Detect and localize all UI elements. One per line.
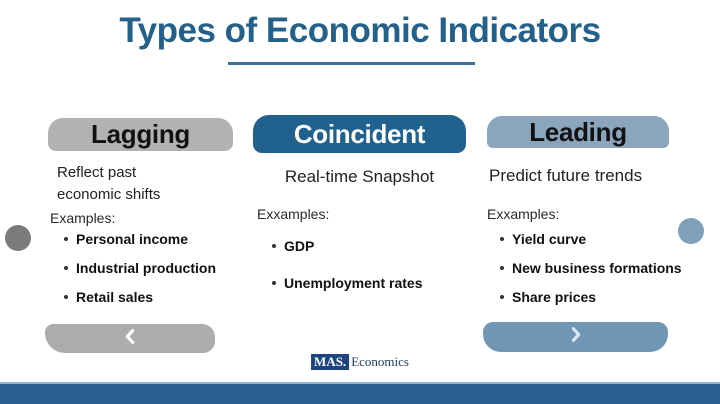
chevron-right-icon xyxy=(567,326,584,348)
gray-circle-decoration xyxy=(5,225,31,251)
blue-circle-decoration xyxy=(678,218,704,244)
page-title: Types of Economic Indicators xyxy=(119,11,601,50)
leading-examples-label: Exxamples: xyxy=(487,206,560,222)
header-lagging-label: Lagging xyxy=(91,119,190,149)
title-underline xyxy=(228,62,475,65)
coincident-examples-list: GDP Unemployment rates xyxy=(272,238,422,312)
header-coincident-label: Coincident xyxy=(293,118,426,149)
list-item: GDP xyxy=(272,238,422,254)
leading-examples-list: Yield curve New business formations Shar… xyxy=(500,231,682,318)
lagging-description: Reflect past economic shifts xyxy=(57,164,161,203)
header-lagging: Lagging xyxy=(48,118,233,151)
logo: MAS. Economics xyxy=(311,354,409,370)
list-item: Retail sales xyxy=(64,289,216,305)
next-button[interactable] xyxy=(483,322,668,352)
chevron-left-icon xyxy=(122,328,139,350)
list-item: Share prices xyxy=(500,289,682,305)
list-item: New business formations xyxy=(500,260,682,276)
list-item: Industrial production xyxy=(64,260,216,276)
footer-bar-decoration xyxy=(0,382,720,404)
logo-mark: MAS. xyxy=(311,354,350,370)
list-item: Unemployment rates xyxy=(272,275,422,291)
coincident-examples-label: Exxamples: xyxy=(257,206,330,222)
header-coincident: Coincident xyxy=(253,115,466,153)
list-item: Yield curve xyxy=(500,231,682,247)
coincident-description: Real-time Snapshot xyxy=(284,167,435,186)
header-leading-label: Leading xyxy=(529,116,627,147)
leading-description: Predict future trends xyxy=(489,166,643,185)
logo-name: Economics xyxy=(351,354,409,369)
lagging-examples-list: Personal income Industrial production Re… xyxy=(64,231,216,318)
lagging-examples-label: Examples: xyxy=(50,210,116,226)
prev-button[interactable] xyxy=(45,324,215,353)
list-item: Personal income xyxy=(64,231,216,247)
header-leading: Leading xyxy=(487,116,669,148)
